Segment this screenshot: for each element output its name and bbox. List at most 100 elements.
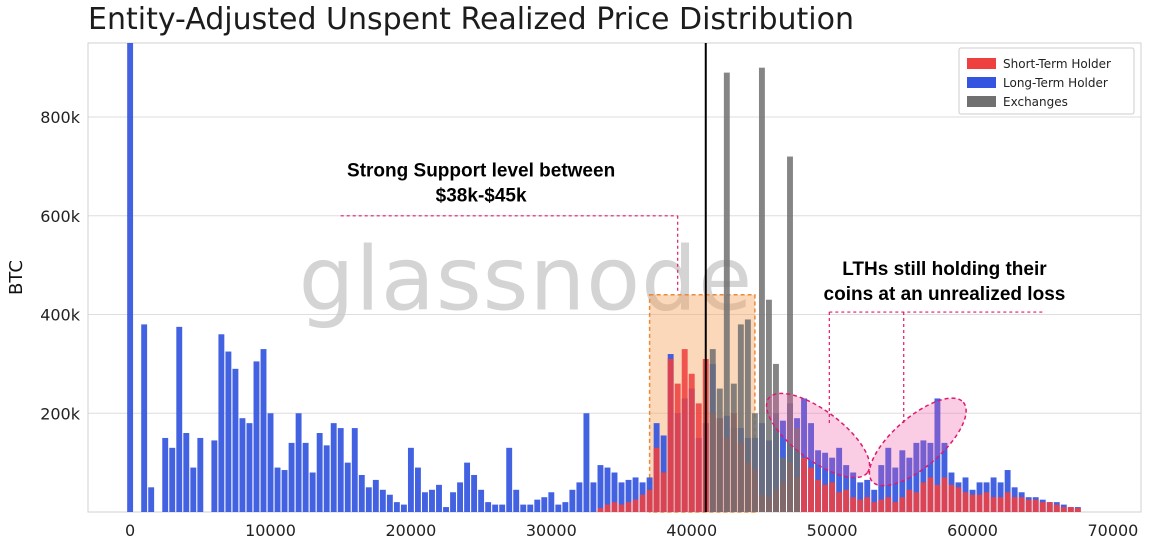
bar-long-term-holder	[400, 504, 407, 512]
bar-short-term-holder	[688, 373, 695, 512]
bar-exchanges	[737, 324, 744, 512]
bar-short-term-holder	[1053, 504, 1060, 512]
bar-long-term-holder	[892, 467, 899, 512]
bar-exchanges	[780, 457, 786, 512]
bar-short-term-holder	[618, 504, 625, 512]
x-tick-label: 10000	[245, 521, 296, 540]
bar-long-term-holder	[822, 452, 829, 512]
bar-long-term-holder	[611, 472, 618, 512]
bar-short-term-holder	[941, 477, 948, 512]
highlight-ellipse-1	[765, 392, 871, 479]
bar-short-term-holder	[906, 489, 913, 512]
bar-short-term-holder	[632, 499, 639, 512]
bar-long-term-holder	[365, 487, 372, 512]
bar-long-term-holder	[407, 447, 414, 512]
bar-short-term-holder	[990, 497, 997, 512]
bar-long-term-holder	[422, 492, 428, 512]
bar-long-term-holder	[513, 489, 520, 512]
bar-long-term-holder	[548, 492, 555, 512]
x-tick-label: 50000	[807, 521, 858, 540]
bar-long-term-holder	[618, 482, 625, 512]
highlight-ellipse-2	[868, 397, 967, 487]
bar-long-term-holder	[190, 467, 197, 512]
bar-short-term-holder	[878, 499, 885, 512]
bar-long-term-holder	[351, 428, 358, 512]
bar-long-term-holder	[920, 440, 927, 512]
annotation-1-line-1: Strong Support level between	[347, 160, 615, 181]
bar-long-term-holder	[386, 494, 393, 512]
bar-short-term-holder	[913, 492, 920, 512]
bar-short-term-holder	[892, 502, 899, 512]
bar-long-term-holder	[162, 437, 169, 512]
bar-long-term-holder	[393, 502, 400, 512]
x-tick-label: 70000	[1087, 521, 1138, 540]
bar-short-term-holder	[625, 502, 632, 512]
bar-long-term-holder	[499, 504, 506, 512]
bar-short-term-holder	[815, 479, 822, 512]
bar-short-term-holder	[1074, 508, 1081, 512]
bar-long-term-holder	[218, 334, 225, 512]
bar-short-term-holder	[920, 482, 927, 512]
bar-short-term-holder	[983, 492, 990, 512]
bar-short-term-holder	[864, 497, 871, 512]
bar-short-term-holder	[597, 508, 604, 512]
bar-long-term-holder	[169, 447, 176, 512]
bar-long-term-holder	[506, 447, 513, 512]
x-tick-label: 60000	[947, 521, 998, 540]
bar-long-term-holder	[843, 465, 850, 512]
bar-long-term-holder	[913, 442, 920, 512]
bar-long-term-holder	[176, 326, 183, 512]
bar-exchanges	[716, 388, 723, 512]
bar-short-term-holder	[822, 484, 829, 512]
bar-short-term-holder	[871, 502, 878, 512]
bars-layer	[127, 43, 1081, 512]
bar-long-term-holder	[541, 497, 548, 512]
bar-long-term-holder	[934, 398, 941, 512]
legend-swatch-exchanges	[967, 96, 996, 107]
axis-layer: 0 10000 20000 30000 40000 50000 60000 70000 200k…	[6, 108, 1138, 540]
bar-short-term-holder	[660, 472, 667, 512]
legend-box	[958, 47, 1135, 115]
bar-short-term-holder	[681, 349, 688, 512]
chart-title: Entity-Adjusted Unspent Realized Price D…	[88, 2, 854, 37]
bar-long-term-holder	[534, 499, 541, 512]
bar-short-term-holder	[836, 492, 843, 512]
bar-short-term-holder	[1011, 497, 1018, 512]
bar-long-term-holder	[857, 482, 864, 512]
bar-short-term-holder	[1018, 497, 1025, 512]
bar-long-term-holder	[246, 423, 253, 512]
bar-long-term-holder	[520, 504, 527, 512]
bar-long-term-holder	[604, 467, 611, 512]
bar-short-term-holder	[801, 457, 807, 512]
x-tick-label: 30000	[526, 521, 577, 540]
y-tick-label: 200k	[40, 404, 81, 423]
bar-short-term-holder	[1060, 507, 1067, 512]
y-axis-label: BTC	[6, 260, 27, 295]
bar-long-term-holder	[183, 433, 190, 512]
bar-short-term-holder	[604, 504, 611, 512]
bar-exchanges	[730, 383, 737, 512]
bar-long-term-holder	[316, 433, 323, 512]
legend-label-long-term-holder: Long-Term Holder	[1003, 76, 1108, 90]
bar-long-term-holder	[414, 467, 421, 512]
bar-short-term-holder	[955, 487, 962, 512]
bar-long-term-holder	[464, 462, 471, 512]
bar-long-term-holder	[225, 351, 232, 512]
bar-short-term-holder	[611, 502, 618, 512]
watermark-text: glassnode	[299, 228, 754, 331]
bar-long-term-holder	[997, 482, 1004, 512]
bar-long-term-holder	[836, 447, 843, 512]
bar-long-term-holder	[232, 368, 239, 512]
bar-long-term-holder	[330, 423, 337, 512]
bar-long-term-holder	[485, 502, 492, 512]
legend: Short-Term Holder Long-Term Holder Exchang…	[958, 47, 1135, 115]
bar-long-term-holder	[281, 470, 288, 512]
bar-short-term-holder	[1025, 499, 1032, 512]
bar-long-term-holder	[288, 442, 295, 512]
bar-short-term-holder	[695, 403, 702, 512]
bar-long-term-holder	[583, 413, 590, 512]
bar-long-term-holder	[358, 474, 365, 512]
bar-exchanges	[787, 156, 793, 512]
bar-long-term-holder	[141, 324, 148, 512]
